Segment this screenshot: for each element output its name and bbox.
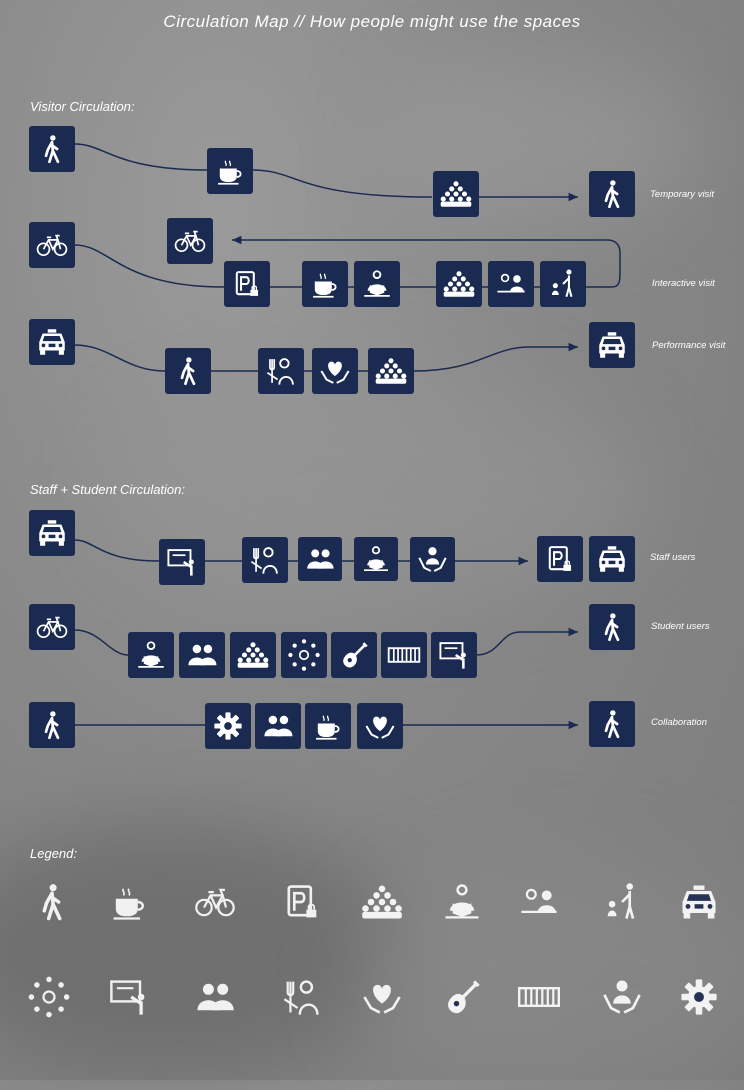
care-node (357, 703, 403, 749)
walk-node (589, 701, 635, 747)
care-node (312, 348, 358, 394)
legend-gear-icon (681, 979, 717, 1015)
legend-reading-icon (444, 884, 480, 919)
bike-node (29, 222, 75, 268)
route-label-interactive: Interactive visit (652, 278, 715, 289)
family-node (540, 261, 586, 307)
gear-icon (214, 712, 242, 740)
legend-support-icon (603, 979, 641, 1014)
route-temporary (74, 143, 578, 197)
people-node (255, 703, 301, 749)
reading-node (354, 537, 398, 581)
guitar-node (331, 632, 377, 678)
support-node (410, 537, 455, 582)
audience-node (436, 261, 482, 307)
coffee-node (302, 261, 348, 307)
section-title-staff: Staff + Student Circulation: (30, 482, 186, 497)
route-performance (74, 345, 578, 372)
legend-guitar-icon (446, 979, 481, 1015)
legend-bike-icon (195, 888, 235, 917)
people-node (298, 537, 342, 581)
route-label-student: Student users (651, 621, 710, 632)
section-title-legend: Legend: (30, 846, 77, 861)
legend-dining-icon (283, 980, 319, 1016)
legend-taxi-icon (682, 885, 716, 919)
legend-piano-icon (517, 986, 561, 1008)
network-node (281, 632, 327, 678)
walk-node (589, 171, 635, 217)
route-label-temporary: Temporary visit (650, 189, 715, 200)
route-interactive-return (232, 235, 621, 288)
meeting-node (488, 261, 534, 307)
taxi-node (29, 319, 75, 365)
audience-node (433, 171, 479, 217)
route-label-performance: Performance visit (652, 340, 726, 351)
section-title-visitor: Visitor Circulation: (30, 99, 135, 114)
legend-care-icon (363, 983, 401, 1014)
walk-node (165, 348, 211, 394)
piano-node (381, 632, 427, 678)
parking-node (224, 261, 270, 307)
legend-walk-icon (42, 882, 62, 921)
legend-people-icon (197, 983, 234, 1011)
coffee-node (207, 148, 253, 194)
bike-node (29, 604, 75, 650)
route-interactive-in (74, 244, 540, 288)
legend-teaching-icon (109, 979, 147, 1017)
reading-node (354, 261, 400, 307)
audience-node (368, 348, 414, 394)
walk-node (29, 702, 75, 748)
coffee-node (305, 703, 351, 749)
bike-node (167, 218, 213, 264)
audience-node (230, 632, 276, 678)
legend-coffee-icon (112, 887, 144, 920)
dining-node (258, 348, 304, 394)
taxi-node (589, 536, 635, 582)
teaching-node (159, 539, 205, 585)
legend-network-icon (27, 975, 71, 1019)
parking-node (537, 536, 583, 582)
teaching-node (431, 632, 477, 678)
route-student (74, 630, 578, 656)
dining-node (242, 537, 288, 583)
legend-parking-icon (287, 885, 318, 919)
walk-node (29, 126, 75, 172)
page-title: Circulation Map // How people might use … (163, 12, 581, 31)
walk-node (589, 604, 635, 650)
route-staff (74, 539, 528, 561)
legend-meeting-icon (520, 888, 558, 914)
gear-node (205, 703, 251, 749)
legend-family-icon (606, 881, 635, 920)
people-node (179, 632, 225, 678)
taxi-node (29, 510, 75, 556)
taxi-node (589, 322, 635, 368)
route-label-collaboration: Collaboration (651, 717, 707, 728)
legend-audience-icon (362, 885, 402, 919)
reading-node (128, 632, 174, 678)
route-label-staff: Staff users (650, 552, 696, 563)
